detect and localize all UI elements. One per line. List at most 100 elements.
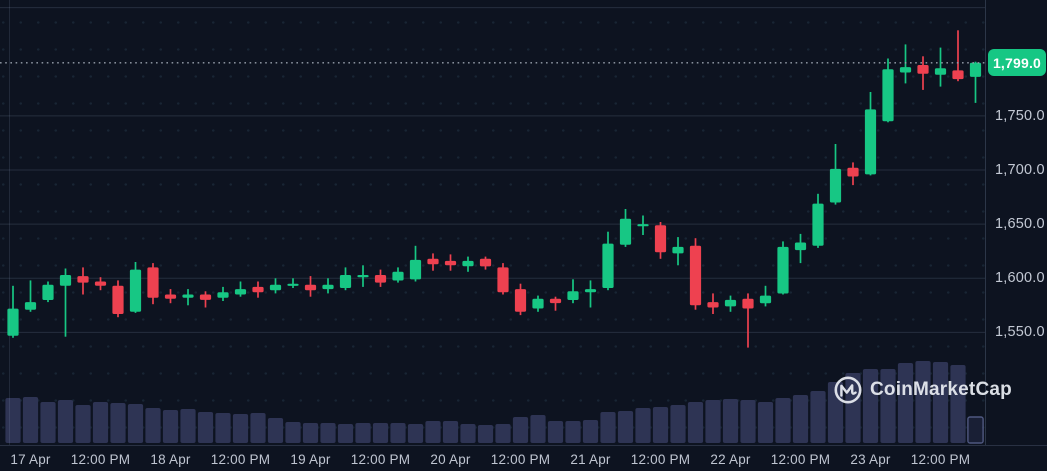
volume-bar [110, 403, 126, 443]
volume-bar [530, 415, 546, 443]
candle-body [619, 218, 632, 245]
candle-body [42, 284, 54, 300]
candle-body [269, 284, 282, 291]
volume-bar [285, 422, 301, 443]
candle-body [654, 225, 667, 253]
candle-body [777, 246, 789, 294]
candle-body [304, 284, 317, 291]
volume-bar [145, 408, 161, 443]
volume-bar [495, 424, 511, 443]
volume-bar [215, 413, 231, 443]
volume-bar [232, 414, 249, 443]
chart-surface[interactable] [0, 0, 985, 445]
volume-bar [617, 411, 634, 443]
y-axis-label: 1,600.0 [995, 270, 1045, 287]
y-axis-label: 1,650.0 [995, 216, 1045, 233]
candle-body [549, 298, 562, 304]
candle-body [514, 289, 527, 312]
time-axis[interactable]: 17 Apr 12:00 PM 18 Apr 12:00 PM 19 Apr 12:00 … [0, 445, 1047, 471]
x-axis-label: 20 Apr [430, 452, 471, 467]
candle-body [707, 302, 719, 308]
volume-bar [57, 400, 74, 443]
x-axis-label: 12:00 PM [630, 452, 691, 467]
volume-bar [442, 421, 459, 443]
candle-body [672, 246, 684, 254]
candle-body [409, 259, 422, 280]
candle-body [899, 67, 912, 73]
candle-body [94, 281, 107, 286]
volume-bar [512, 417, 529, 443]
x-axis-label: 23 Apr [850, 452, 891, 467]
x-axis-label: 19 Apr [290, 452, 331, 467]
volume-bar [705, 400, 721, 443]
candle-body [164, 294, 177, 299]
candle-body [759, 295, 772, 304]
volume-bar [460, 424, 476, 443]
volume-bar [127, 404, 144, 443]
price-volume-plot[interactable] [0, 0, 985, 445]
volume-bar [915, 361, 931, 443]
volume-bar [950, 365, 966, 443]
current-price-badge: 1,799.0 [988, 49, 1046, 77]
candle-body [969, 62, 982, 77]
x-axis-label: 12:00 PM [70, 452, 131, 467]
volume-bar [162, 410, 179, 443]
volume-bar [5, 398, 21, 443]
volume-bar [75, 405, 91, 443]
volume-bar [197, 412, 214, 443]
volume-bar [810, 391, 826, 443]
candle-body [199, 294, 212, 300]
x-axis-label: 12:00 PM [490, 452, 551, 467]
volume-bar [845, 373, 861, 443]
volume-bar [267, 418, 284, 443]
candle-body [444, 260, 457, 266]
candle-body [357, 275, 369, 278]
volume-bar [775, 398, 791, 443]
volume-bar [355, 423, 371, 443]
candle-body [479, 258, 492, 267]
candle-body [864, 109, 877, 175]
candle-body [724, 299, 737, 307]
volume-bar [302, 423, 319, 443]
candle-body [339, 275, 352, 288]
candle-body [742, 298, 754, 309]
volume-bar [337, 424, 354, 443]
volume-bar [652, 407, 669, 443]
candle-body [637, 224, 649, 227]
candle-body [374, 275, 387, 283]
candle-body [462, 260, 474, 267]
candle-body [602, 243, 614, 288]
candle-body [427, 258, 439, 265]
volume-bar [547, 421, 564, 443]
candle-body [952, 70, 964, 80]
volume-bar [967, 416, 984, 444]
volume-bar [22, 397, 39, 443]
candle-body [129, 269, 142, 312]
candle-body [234, 289, 247, 295]
candle-body [934, 68, 947, 75]
volume-bar [372, 423, 389, 443]
volume-bar [687, 402, 704, 443]
volume-bar [792, 395, 809, 443]
volume-bar [722, 399, 739, 443]
volume-bar [757, 402, 774, 443]
volume-bar [477, 425, 494, 443]
x-axis-label: 12:00 PM [210, 452, 271, 467]
volume-bar [670, 405, 686, 443]
candle-body [77, 276, 89, 283]
candle-body [59, 275, 72, 286]
volume-bar [425, 421, 441, 443]
volume-bar [600, 412, 616, 443]
x-axis-label: 22 Apr [710, 452, 751, 467]
candle-body [497, 267, 509, 293]
volume-bar [827, 382, 844, 443]
x-axis-label: 18 Apr [150, 452, 191, 467]
candle-body [917, 65, 929, 74]
volume-bar [390, 423, 406, 443]
y-axis-label: 1,550.0 [995, 324, 1045, 341]
price-axis[interactable]: 1,799.0 1,750.0 1,700.0 1,650.0 1,600.0 1,55… [985, 0, 1047, 445]
candle-body [322, 284, 334, 290]
volume-bar [180, 409, 196, 443]
volume-bar [250, 413, 266, 443]
